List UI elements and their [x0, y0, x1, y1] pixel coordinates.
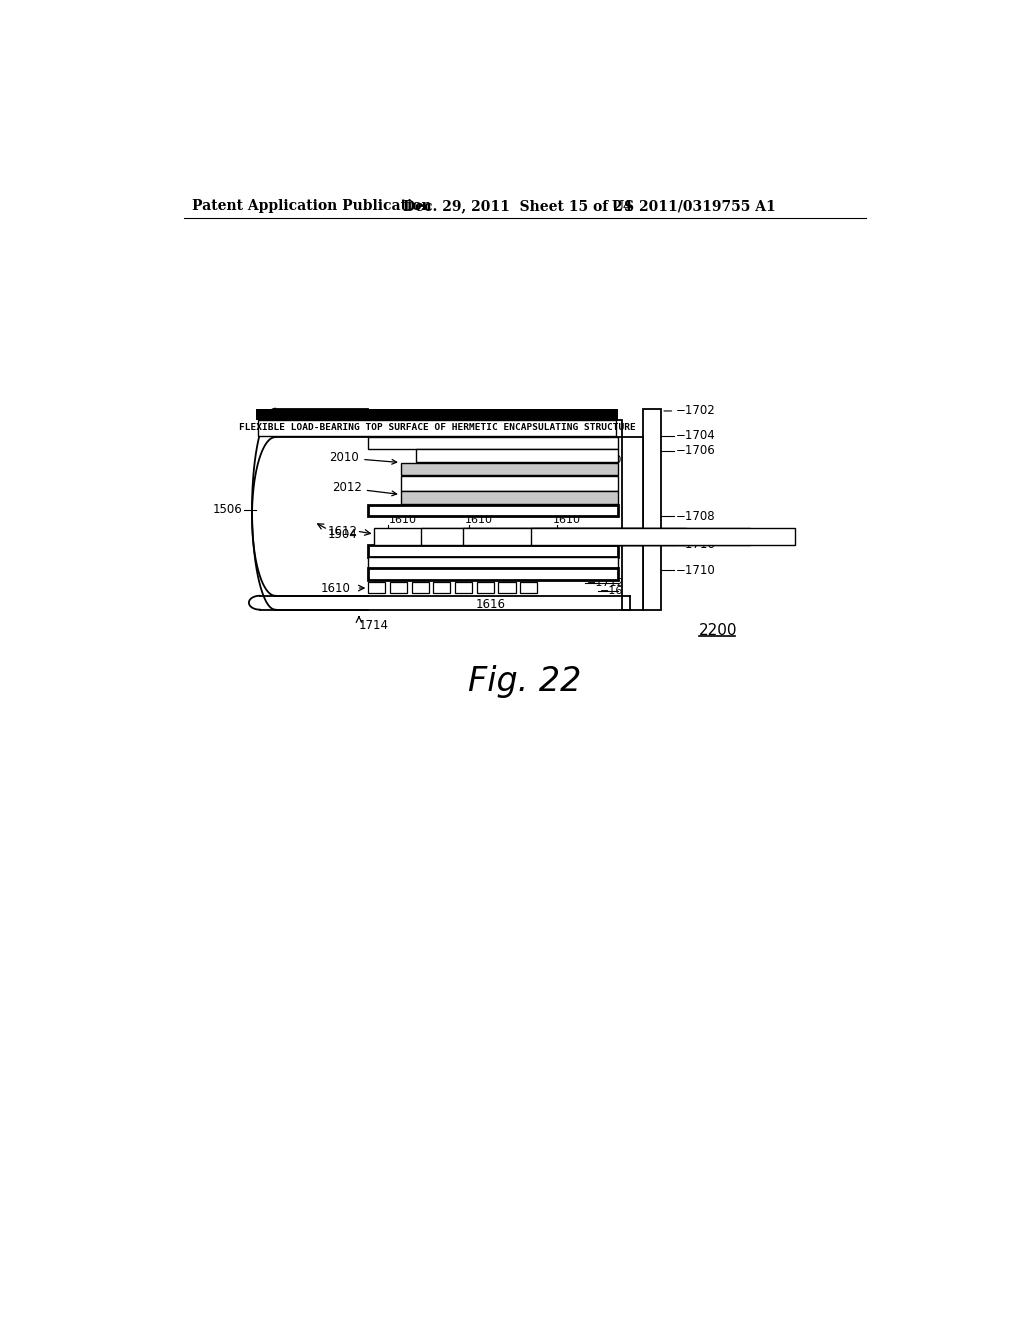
Text: LOAD DISK: LOAD DISK: [488, 450, 545, 461]
Text: 2012: 2012: [332, 482, 396, 496]
Bar: [623, 437, 643, 610]
Text: 2010: 2010: [330, 451, 396, 465]
Bar: [433, 582, 451, 593]
Bar: [455, 582, 472, 593]
Bar: [375, 528, 642, 545]
Bar: [258, 420, 616, 436]
Bar: [369, 582, 385, 593]
Text: BOTTOM PLATE: BOTTOM PLATE: [456, 506, 530, 516]
Bar: [412, 582, 429, 593]
Text: LOWER TAPE: LOWER TAPE: [478, 492, 541, 503]
Bar: [417, 450, 617, 462]
Bar: [369, 545, 617, 557]
Text: −2002: −2002: [582, 478, 618, 488]
Bar: [369, 568, 617, 581]
Bar: [400, 462, 617, 475]
Bar: [390, 582, 407, 593]
Text: −1708: −1708: [676, 510, 716, 523]
Bar: [499, 582, 515, 593]
Text: −1702: −1702: [676, 404, 716, 417]
Bar: [531, 528, 795, 545]
Text: US 2011/0319755 A1: US 2011/0319755 A1: [612, 199, 776, 213]
Text: 1504: 1504: [328, 528, 357, 541]
Text: 1506: 1506: [213, 503, 243, 516]
Bar: [613, 420, 623, 437]
Text: SENSOR: SENSOR: [490, 478, 528, 488]
Text: −1614: −1614: [600, 586, 638, 597]
Text: Patent Application Publication: Patent Application Publication: [191, 199, 431, 213]
Text: −1704: −1704: [676, 429, 716, 442]
Text: −1706: −1706: [676, 445, 716, 458]
Text: −1710: −1710: [676, 564, 716, 577]
Text: TOP PLATE: TOP PLATE: [465, 438, 521, 449]
Bar: [643, 409, 662, 610]
Text: UPPER TAPE: UPPER TAPE: [478, 463, 541, 474]
Text: 1610: 1610: [465, 515, 494, 525]
Text: −2004: −2004: [572, 449, 610, 458]
Text: UPPER PRINTED CIRCUIT BOARD: UPPER PRINTED CIRCUIT BOARD: [409, 546, 578, 556]
Text: FLEXIBLE LOAD-BEARING TOP SURFACE OF HERMETIC ENCAPSULATING STRUCTURE: FLEXIBLE LOAD-BEARING TOP SURFACE OF HER…: [239, 424, 636, 433]
Text: 1714: 1714: [359, 619, 389, 631]
Bar: [520, 582, 538, 593]
Bar: [369, 506, 617, 516]
Text: LOWER PRINTED CIRCUIT BOARD: LOWER PRINTED CIRCUIT BOARD: [409, 569, 578, 579]
Bar: [369, 437, 617, 449]
Text: Dec. 29, 2011  Sheet 15 of 24: Dec. 29, 2011 Sheet 15 of 24: [403, 199, 633, 213]
Bar: [400, 491, 617, 504]
Text: Fig. 22: Fig. 22: [468, 665, 582, 698]
Bar: [463, 528, 750, 545]
Text: 1610: 1610: [553, 515, 581, 525]
Text: −2006: −2006: [582, 463, 618, 474]
Bar: [477, 582, 494, 593]
Text: 2200: 2200: [699, 623, 737, 638]
Text: −2008: −2008: [582, 492, 618, 503]
Text: 1610: 1610: [321, 582, 350, 594]
Bar: [369, 557, 617, 568]
Text: −1712: −1712: [587, 578, 625, 589]
Bar: [400, 475, 617, 491]
Text: 1610: 1610: [388, 515, 417, 525]
Text: 1616: 1616: [476, 598, 506, 611]
Text: −1502: −1502: [592, 455, 629, 465]
Bar: [421, 528, 686, 545]
Bar: [256, 409, 617, 420]
Text: 1612: 1612: [328, 524, 358, 537]
Text: FLEXIBLE INTERCONNECT: FLEXIBLE INTERCONNECT: [427, 557, 559, 568]
Text: −1716: −1716: [676, 539, 716, 552]
